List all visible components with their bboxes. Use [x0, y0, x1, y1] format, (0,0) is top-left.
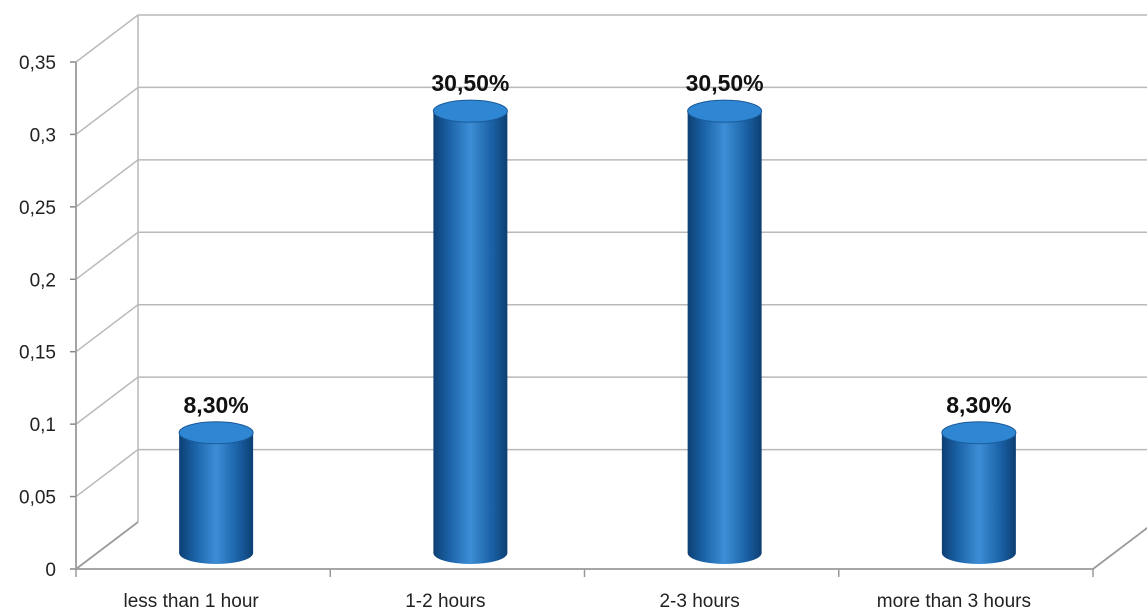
gridline [75, 231, 1147, 280]
category-label: less than 1 hour [124, 591, 260, 612]
gridline [75, 159, 1147, 208]
y-tick-label: 0,2 [30, 270, 56, 291]
y-tick-label: 0,35 [19, 53, 56, 74]
gridline [75, 14, 1147, 63]
data-label: 30,50% [686, 70, 764, 96]
y-tick-label: 0,3 [30, 125, 56, 146]
bars [178, 99, 1017, 564]
category-label: 2-3 hours [659, 591, 739, 612]
bar [432, 99, 508, 564]
y-tick-label: 0 [45, 560, 56, 581]
data-label: 30,50% [431, 70, 509, 96]
bar [941, 421, 1017, 564]
axes [70, 61, 1147, 577]
y-tick-label: 0,05 [19, 488, 56, 509]
y-tick-label: 0,15 [19, 343, 56, 364]
y-tick-labels: 0 0,05 0,1 0,15 0,2 0,25 0,3 0,35 [19, 53, 56, 581]
y-tick-label: 0,25 [19, 198, 56, 219]
data-label: 8,30% [946, 392, 1011, 418]
floor-left-edge [75, 521, 139, 570]
gridline [75, 86, 1147, 136]
category-label: 1-2 hours [405, 591, 485, 612]
gridline [75, 303, 1147, 353]
data-labels: 8,30% 30,50% 30,50% 8,30% [184, 70, 1012, 418]
data-label: 8,30% [184, 392, 249, 418]
category-label: more than 3 hours [877, 591, 1031, 612]
floor-right-edge [1092, 526, 1147, 570]
bar [687, 99, 763, 564]
bar [178, 421, 254, 564]
category-labels: less than 1 hour 1-2 hours 2-3 hours more t… [124, 591, 1031, 612]
y-tick-label: 0,1 [30, 415, 56, 436]
gridline [75, 376, 1147, 425]
gridlines [75, 14, 1147, 522]
